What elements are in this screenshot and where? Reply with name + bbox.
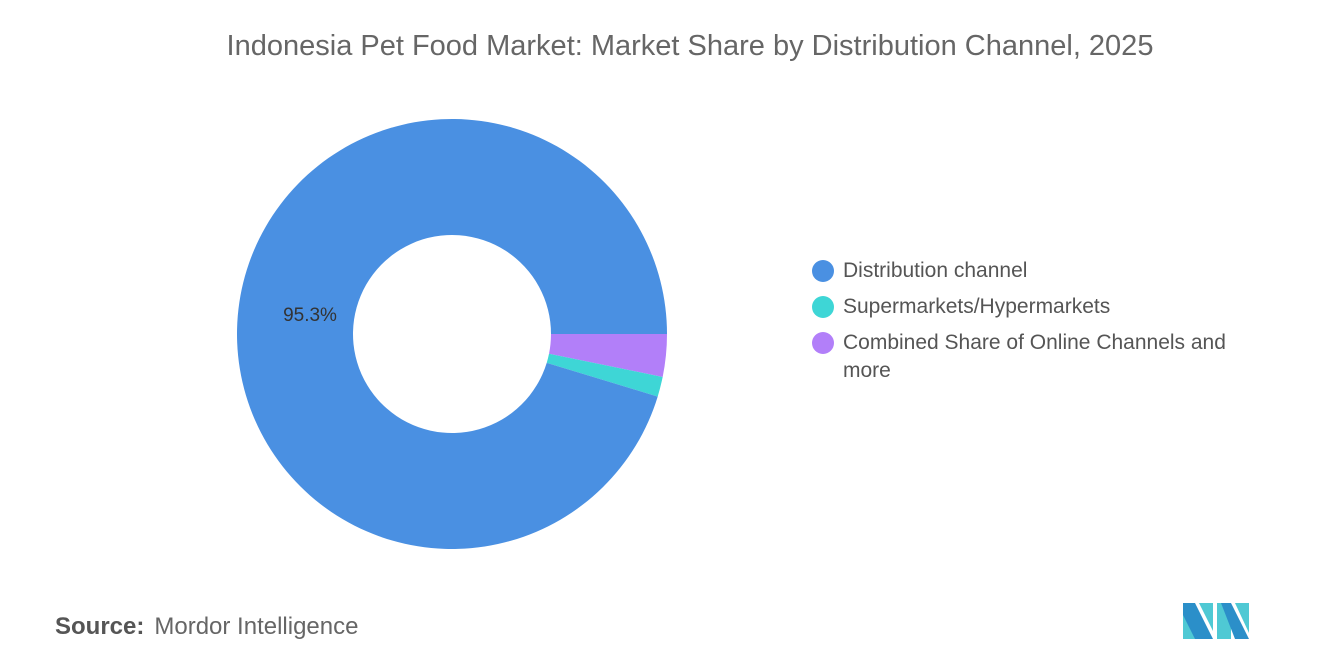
legend-item-online[interactable]: Combined Share of Online Channels and mo… bbox=[812, 329, 1252, 385]
legend-label: Combined Share of Online Channels and mo… bbox=[843, 331, 1226, 382]
mordor-logo-icon bbox=[1183, 603, 1249, 639]
legend-dot bbox=[812, 296, 834, 318]
source-value: Mordor Intelligence bbox=[154, 613, 359, 640]
legend-dot bbox=[812, 332, 834, 354]
source-label: Source: bbox=[55, 613, 145, 640]
source-note: Source: Mordor Intelligence bbox=[55, 613, 358, 641]
legend-label: Supermarkets/Hypermarkets bbox=[843, 295, 1111, 318]
legend-item-distribution-channel[interactable]: Distribution channel bbox=[812, 257, 1282, 285]
slice-combined-share-of-online-channels-and-more[interactable] bbox=[549, 334, 667, 377]
chart-title: Indonesia Pet Food Market: Market Share … bbox=[226, 30, 1154, 62]
data-label: 95.3% bbox=[283, 305, 337, 326]
slice-distribution-channel[interactable] bbox=[237, 119, 667, 549]
slice-supermarkets-hypermarkets[interactable] bbox=[546, 353, 663, 397]
legend-dot bbox=[812, 260, 834, 282]
legend: Distribution channel Supermarkets/Hyperm… bbox=[812, 257, 1282, 393]
legend-label: Distribution channel bbox=[843, 259, 1028, 282]
legend-item-supermarkets[interactable]: Supermarkets/Hypermarkets bbox=[812, 293, 1282, 321]
